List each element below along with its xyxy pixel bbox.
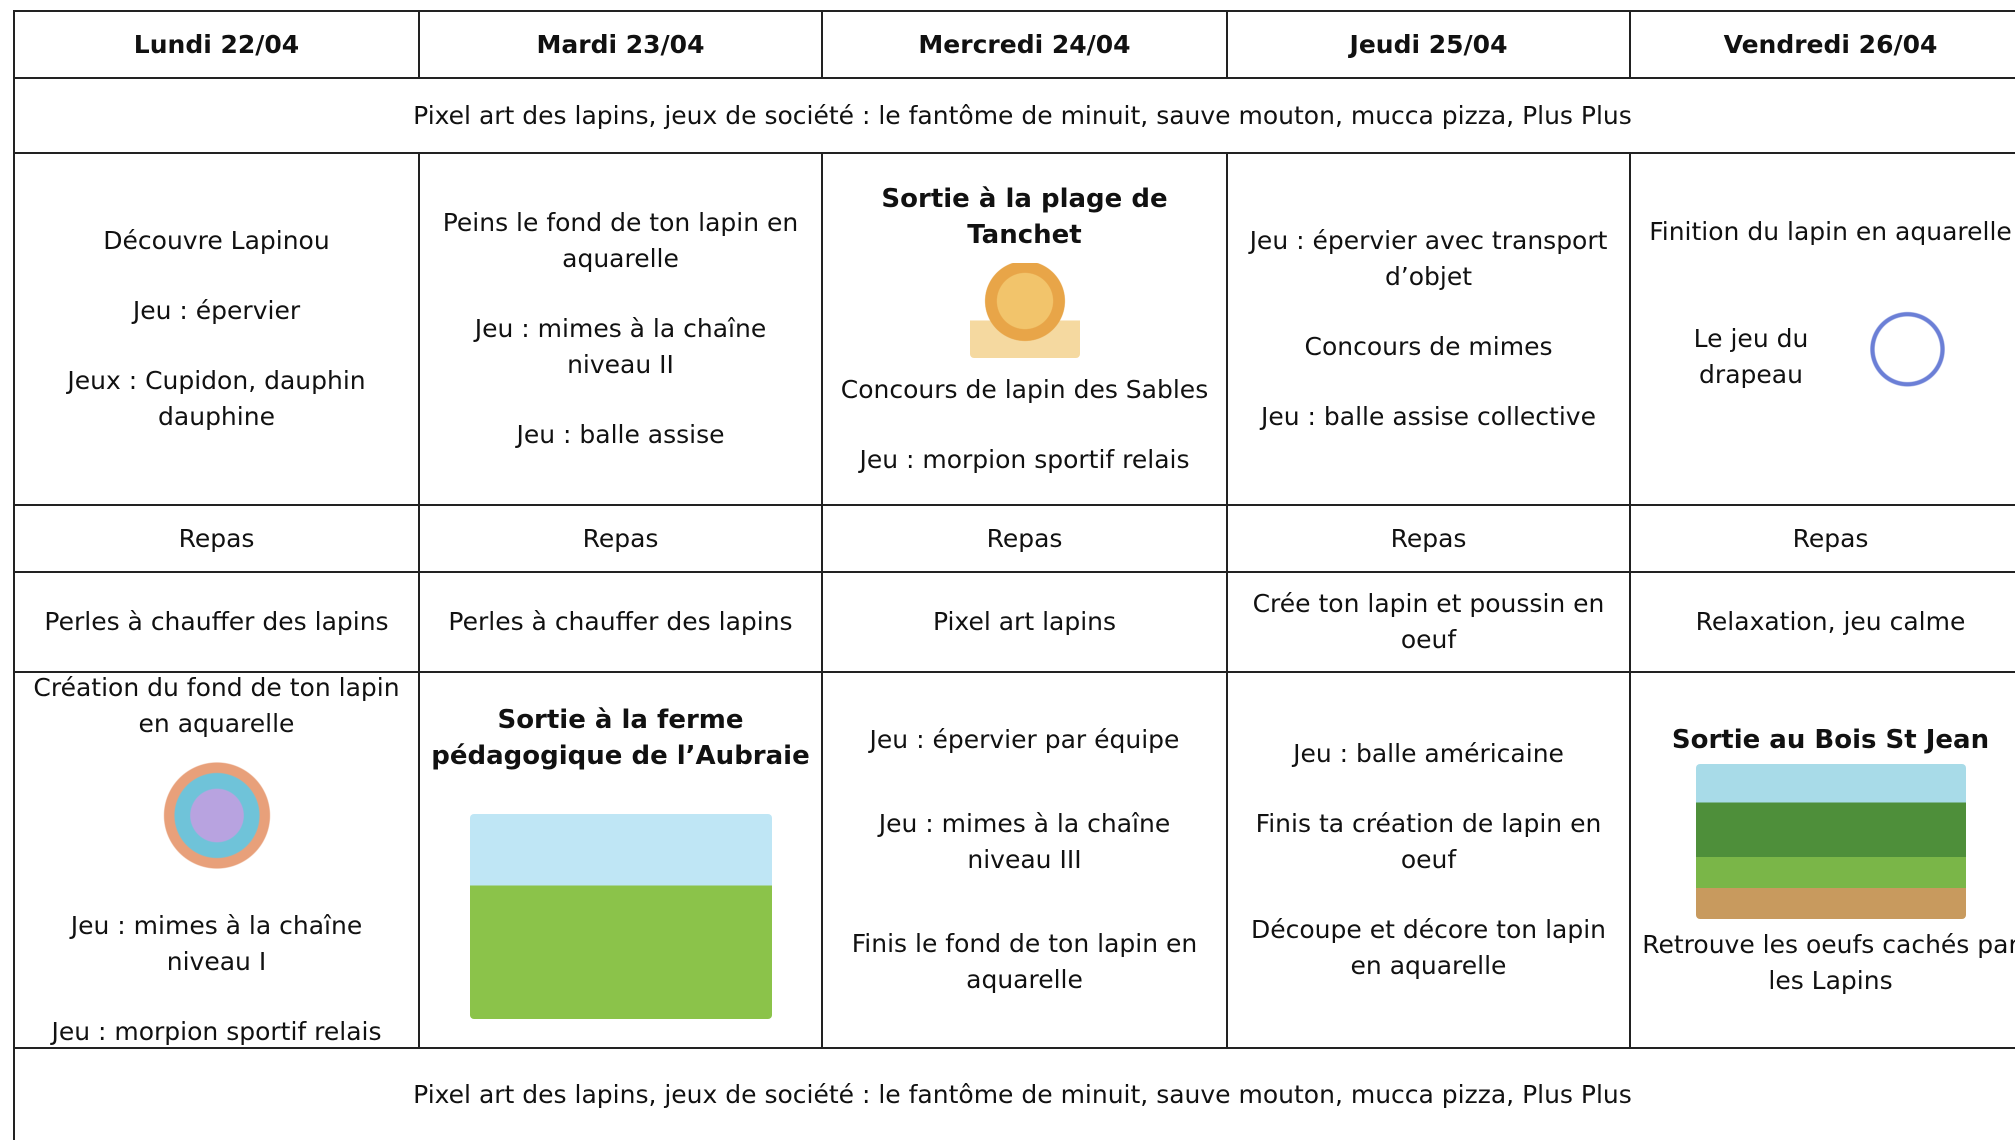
activity-text: Finis le fond de ton lapin en aquarelle — [851, 929, 1198, 994]
lunch-text: Repas — [178, 523, 255, 553]
banner-text: Pixel art des lapins, jeux de société : … — [413, 1079, 1632, 1109]
activity-text: Finition du lapin en aquarelle — [1649, 217, 2012, 246]
header-cell: Lundi 22/04 — [13, 10, 418, 77]
activity-cell: Finition du lapin en aquarelle Le jeu du … — [1629, 152, 2015, 504]
row: Le jeu du drapeau — [1641, 284, 2015, 429]
activity-text: Finis ta création de lapin en oeuf — [1255, 809, 1602, 874]
activity-text: Découpe et décore ton lapin en aquarelle — [1250, 915, 1606, 980]
lunch-text: Repas — [582, 523, 659, 553]
activity-text: Jeux : Cupidon, dauphin dauphine — [67, 366, 366, 431]
illustration — [1835, 284, 1980, 429]
day-header: Lundi 22/04 — [133, 29, 300, 59]
activity-cell: Pixel art lapins — [821, 571, 1226, 671]
activity-text: Jeu : mimes à la chaîne niveau I — [70, 911, 363, 976]
banner-cell: Pixel art des lapins, jeux de société : … — [13, 77, 2015, 152]
activity-text: Concours de mimes — [1304, 332, 1553, 361]
activity-text: Jeu : balle assise collective — [1261, 402, 1596, 431]
outing-title: Sortie au Bois St Jean — [1671, 724, 1990, 755]
activity-text: Jeu : balle assise — [516, 420, 725, 449]
activity-text: Jeu : mimes à la chaîne niveau II — [474, 314, 767, 379]
activity-text: Jeu : épervier avec transport d’objet — [1249, 226, 1608, 291]
header-cell: Vendredi 26/04 — [1629, 10, 2015, 77]
activity-cell: Relaxation, jeu calme — [1629, 571, 2015, 671]
activity-cell: Jeu : épervier avec transport d’objet Con… — [1226, 152, 1629, 504]
activity-cell: Crée ton lapin et poussin en oeuf — [1226, 571, 1629, 671]
header-cell: Mardi 23/04 — [418, 10, 821, 77]
illustration — [969, 262, 1080, 358]
activity-cell: Jeu : épervier par équipe Jeu : mimes à l… — [821, 671, 1226, 1047]
lunch-text: Repas — [1390, 523, 1467, 553]
activity-text: Le jeu du drapeau — [1693, 323, 1809, 389]
day-header: Mardi 23/04 — [536, 29, 705, 59]
activity-text: Relaxation, jeu calme — [1695, 607, 1966, 636]
activity-cell: Sortie au Bois St Jean Retrouve les oeufs… — [1629, 671, 2015, 1047]
activity-text: Retrouve les oeufs cachés par les Lapins — [1642, 929, 2015, 995]
activity-text: Perles à chauffer des lapins — [44, 607, 389, 636]
activity-cell: Découvre Lapinou Jeu : épervier Jeux : Cup… — [13, 152, 418, 504]
activity-cell: Création du fond de ton lapin en aquarel… — [13, 671, 418, 1047]
activity-cell: Sortie à la plage de Tanchet Concours de … — [821, 152, 1226, 504]
illustration — [151, 748, 282, 898]
outing-title: Sortie à la ferme pédagogique de l’Aubra… — [431, 704, 810, 771]
activity-text: Jeu : morpion sportif relais — [859, 444, 1190, 474]
lunch-cell: Repas — [418, 504, 821, 571]
lunch-text: Repas — [986, 523, 1063, 553]
lunch-cell: Repas — [13, 504, 418, 571]
activity-text: Jeu : mimes à la chaîne niveau III — [878, 809, 1171, 874]
day-header: Vendredi 26/04 — [1723, 29, 1938, 59]
outing-title: Sortie à la plage de Tanchet — [881, 183, 1168, 250]
banner-cell: Pixel art des lapins, jeux de société : … — [13, 1047, 2015, 1140]
activity-text: Concours de lapin des Sables — [840, 374, 1209, 404]
banner-text: Pixel art des lapins, jeux de société : … — [413, 100, 1632, 130]
activity-text: Création du fond de ton lapin en aquarel… — [33, 673, 400, 738]
activity-cell: Jeu : balle américaine Finis ta création … — [1226, 671, 1629, 1047]
header-cell: Mercredi 24/04 — [821, 10, 1226, 77]
activity-text: Perles à chauffer des lapins — [448, 607, 793, 636]
lunch-cell: Repas — [1629, 504, 2015, 571]
activity-text: Pixel art lapins — [932, 607, 1117, 636]
day-header: Mercredi 24/04 — [918, 29, 1131, 59]
illustration — [469, 813, 772, 1019]
lunch-cell: Repas — [1226, 504, 1629, 571]
day-header: Jeudi 25/04 — [1349, 29, 1508, 59]
activity-text: Jeu : épervier par équipe — [869, 725, 1180, 754]
header-cell: Jeudi 25/04 — [1226, 10, 1629, 77]
activity-text: Crée ton lapin et poussin en oeuf — [1252, 589, 1605, 654]
activity-text: Jeu : épervier — [132, 296, 301, 325]
lunch-cell: Repas — [821, 504, 1226, 571]
activity-text: Jeu : morpion sportif relais — [51, 1017, 382, 1046]
activity-text: Jeu : balle américaine — [1293, 739, 1564, 768]
activity-text: Peins le fond de ton lapin en aquarelle — [442, 208, 799, 273]
activity-cell: Perles à chauffer des lapins — [13, 571, 418, 671]
activity-text: Découvre Lapinou — [103, 226, 330, 255]
activity-cell: Sortie à la ferme pédagogique de l’Aubra… — [418, 671, 821, 1047]
lunch-text: Repas — [1792, 523, 1869, 553]
activity-cell: Perles à chauffer des lapins — [418, 571, 821, 671]
activity-cell: Peins le fond de ton lapin en aquarelle J… — [418, 152, 821, 504]
illustration — [1695, 763, 1966, 919]
